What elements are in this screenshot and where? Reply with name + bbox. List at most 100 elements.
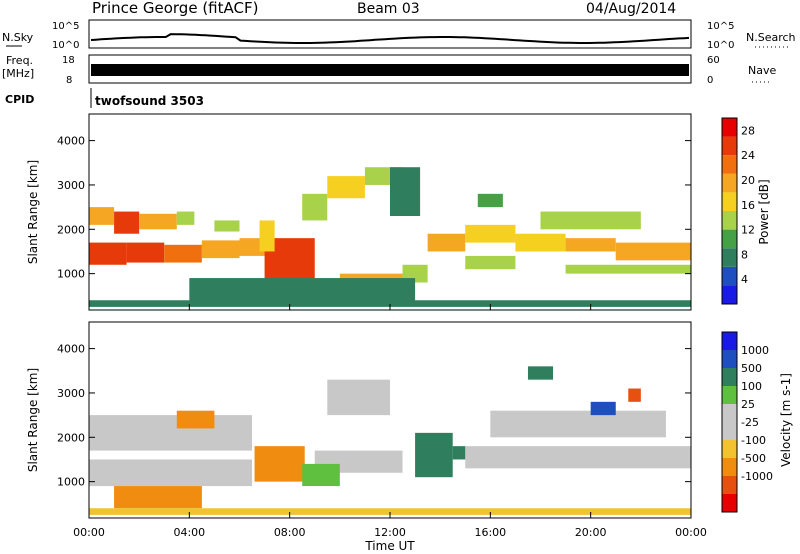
velocity-colorbar-tick-0: 1000	[741, 344, 769, 357]
freq-label-2: [MHz]	[2, 67, 34, 80]
velocity-cell-3	[327, 379, 390, 416]
beam-title: Beam 03	[357, 1, 420, 17]
velocity-cell-8	[176, 410, 215, 429]
nave-tick-top: 60	[707, 55, 720, 66]
velocity-cell-1	[89, 459, 253, 487]
velocity-cell-4	[465, 446, 691, 469]
xtick-label-5: 20:00	[575, 526, 607, 539]
power-cell-27	[189, 278, 416, 302]
ytick-label-0: 1000	[57, 268, 85, 281]
xtick-label-0: 00:00	[73, 526, 105, 539]
xtick-label-2: 08:00	[274, 526, 306, 539]
velocity-colorbar-swatch-9	[722, 494, 737, 512]
velocity-colorbar-tick-4: -25	[741, 416, 759, 429]
power-colorbar-tick-3: 16	[741, 199, 755, 212]
xtick-label-4: 16:00	[474, 526, 506, 539]
velocity-colorbar-swatch-5	[722, 422, 737, 440]
velocity-cell-12	[527, 366, 554, 380]
velocity-colorbar-tick-5: -100	[741, 434, 766, 447]
station-title: Prince George (fitACF)	[92, 0, 258, 17]
ytick-label-1: 2000	[57, 431, 85, 444]
velocity-cell-13	[628, 388, 641, 402]
power-cell-26	[89, 300, 691, 307]
power-cell-5	[89, 207, 115, 225]
nave-tick-bottom: 0	[707, 75, 713, 86]
velocity-colorbar-tick-3: 25	[741, 398, 755, 411]
power-cell-24	[540, 211, 641, 230]
freq-label-1: Freq.	[6, 54, 33, 67]
velocity-cell-14	[590, 401, 616, 416]
nsky-tick-bottom: 10^0	[52, 40, 79, 51]
velocity-ylabel: Slant Range [km]	[26, 368, 40, 472]
cpid-label: CPID	[5, 93, 34, 106]
power-cell-21	[565, 238, 616, 252]
power-colorbar-tick-5: 24	[741, 149, 755, 162]
velocity-cell-6	[254, 446, 305, 482]
velocity-cell-0	[89, 415, 253, 451]
power-cell-18	[465, 224, 516, 243]
power-colorbar-tick-6: 28	[741, 124, 755, 137]
velocity-colorbar-swatch-4	[722, 404, 737, 422]
power-colorbar-swatch-0	[722, 285, 737, 304]
power-cell-6	[114, 211, 140, 234]
freq-tick-top: 18	[62, 55, 75, 66]
nsky-panel	[88, 19, 692, 49]
power-cell-19	[465, 255, 516, 270]
ytick-label-3: 4000	[57, 343, 85, 356]
time-xaxis: 00:00 04:00 08:00 12:00 16:00 20:00 00:00	[73, 304, 707, 539]
power-cell-7	[139, 213, 177, 230]
nsky-tick-top-right: 10^5	[707, 21, 734, 32]
power-colorbar-swatch-3	[722, 229, 737, 249]
nsky-tick-top: 10^5	[52, 21, 79, 32]
power-colorbar-swatch-6	[722, 173, 737, 193]
velocity-colorbar-tick-1: 500	[741, 362, 762, 375]
ytick-label-2: 3000	[57, 387, 85, 400]
power-yaxis: 1000 2000 3000 4000	[57, 135, 691, 281]
power-heatmap	[89, 167, 691, 307]
power-cell-13	[327, 176, 365, 199]
nsky-series-line	[90, 33, 690, 44]
ytick-label-1: 2000	[57, 223, 85, 236]
velocity-colorbar-swatch-2	[722, 368, 737, 386]
power-cell-2	[164, 244, 202, 263]
velocity-colorbar-tick-2: 100	[741, 380, 762, 393]
xtick-label-6: 00:00	[675, 526, 707, 539]
velocity-colorbar-tick-6: -500	[741, 452, 766, 465]
velocity-colorbar-frame	[721, 331, 738, 513]
velocity-cell-7	[114, 486, 202, 509]
velocity-yaxis: 1000 2000 3000 4000	[57, 343, 691, 489]
power-cell-28	[390, 167, 421, 216]
power-colorbar-label: Power [dB]	[757, 179, 771, 244]
velocity-colorbar-swatch-1	[722, 350, 737, 368]
power-cell-20	[515, 233, 566, 252]
velocity-colorbar-swatch-3	[722, 386, 737, 404]
velocity-cell-11	[452, 446, 466, 460]
velocity-heatmap	[89, 366, 691, 515]
velocity-cell-10	[415, 432, 453, 478]
power-colorbar-swatch-9	[722, 118, 737, 137]
xaxis-label: Time UT	[364, 539, 415, 553]
velocity-colorbar: 1000 500 100 25 -25 -100 -500 -1000	[721, 331, 773, 513]
xtick-label-1: 04:00	[173, 526, 205, 539]
ytick-label-3: 4000	[57, 135, 85, 148]
power-cell-9	[214, 220, 240, 232]
power-colorbar: 4 8 12 16 20 24 28	[721, 117, 755, 305]
power-cell-25	[477, 193, 503, 208]
nsky-tick-bottom-right: 10^0	[707, 40, 734, 51]
power-colorbar-swatch-4	[722, 211, 737, 230]
xtick-label-3: 12:00	[374, 526, 406, 539]
freq-band	[91, 64, 689, 76]
power-colorbar-frame	[721, 117, 738, 305]
power-colorbar-tick-0: 4	[741, 273, 748, 286]
ytick-label-0: 1000	[57, 476, 85, 489]
power-cell-8	[176, 211, 195, 225]
cpid-value: twofsound 3503	[95, 94, 204, 108]
power-ylabel: Slant Range [km]	[26, 160, 40, 264]
power-colorbar-swatch-2	[722, 248, 737, 267]
velocity-colorbar-swatch-6	[722, 440, 737, 458]
velocity-cell-5	[490, 410, 666, 438]
power-cell-1	[126, 242, 165, 263]
freq-panel	[88, 54, 692, 84]
